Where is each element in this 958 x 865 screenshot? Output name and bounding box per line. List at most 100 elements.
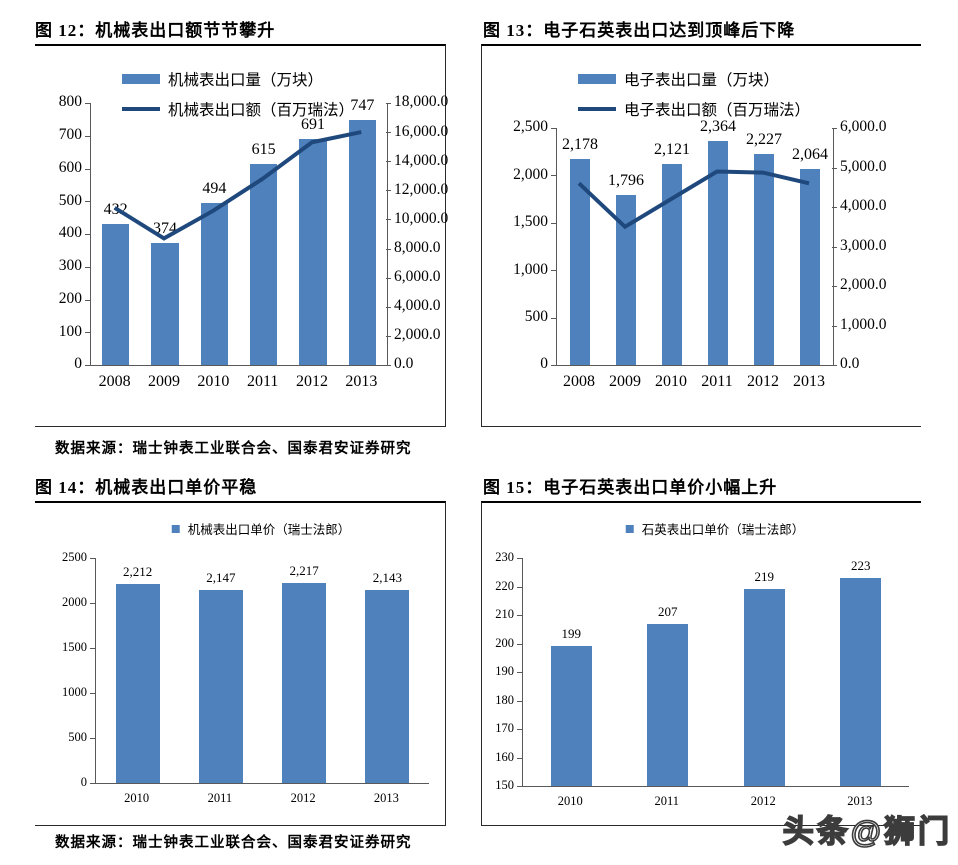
left-axis-tick <box>517 586 522 588</box>
line-series <box>577 169 810 230</box>
plot-area: 199 207 219 223 <box>522 558 909 787</box>
bar-value-label: 2,147 <box>206 569 236 585</box>
right-axis-tick <box>832 286 837 287</box>
left-axis-tick-label: 170 <box>495 721 514 736</box>
chart-legend: 机械表出口量（万块） 机械表出口额（百万瑞法） <box>121 68 355 120</box>
left-axis-tick <box>85 201 90 203</box>
legend-label: 机械表出口额（百万瑞法） <box>167 102 355 119</box>
legend-bar-swatch-icon <box>625 524 634 533</box>
right-axis-tick <box>832 128 837 129</box>
bar <box>550 646 592 786</box>
bar-value-label: 207 <box>658 603 678 619</box>
legend-line-swatch-icon <box>577 107 616 111</box>
x-axis-label: 2013 <box>793 373 825 390</box>
bar <box>151 242 179 365</box>
left-axis-tick-label: 1500 <box>62 640 87 655</box>
bar-value-label: 2,143 <box>372 570 402 586</box>
bar-value-label: 747 <box>350 97 375 115</box>
left-axis-tick <box>551 128 556 129</box>
legend-label: 电子表出口量（万块） <box>623 72 780 89</box>
legend-item: 石英表出口单价（瑞士法郎） <box>625 519 804 538</box>
left-axis-tick-label: 0 <box>540 355 548 373</box>
bar-value-label: 2,364 <box>700 117 736 135</box>
right-axis-tick <box>832 246 837 248</box>
left-axis-tick-label: 190 <box>495 664 514 679</box>
bar <box>840 577 881 786</box>
left-axis-tick <box>551 365 556 366</box>
left-axis-tick-label: 200 <box>58 289 82 307</box>
left-axis-tick <box>85 266 90 268</box>
left-axis-tick <box>551 222 556 224</box>
bar-value-label: 615 <box>251 140 276 158</box>
left-axis-tick-label: 160 <box>495 749 514 764</box>
x-axis-label: 2008 <box>98 373 131 390</box>
x-axis-label: 2009 <box>148 373 180 390</box>
figure-15-chart: 石英表出口单价（瑞士法郎） 199 207 219 223 230 220 210 200 190… <box>481 501 921 826</box>
bar <box>799 169 821 365</box>
left-axis-tick-label: 0 <box>74 355 82 373</box>
left-axis-tick <box>90 693 95 694</box>
bar-value-label: 223 <box>851 557 871 573</box>
left-axis-tick <box>517 700 522 702</box>
left-axis-tick-label: 230 <box>495 550 514 565</box>
right-axis-tick-label: 0.0 <box>840 355 860 373</box>
figure-13-title: 图 13：电子石英表出口达到顶峰后下降 <box>483 21 796 40</box>
left-axis-tick-label: 220 <box>495 578 514 593</box>
x-axis-label: 2012 <box>296 373 328 390</box>
bar <box>200 203 228 365</box>
plot-area: 432 374 494 615 691 747 <box>90 98 388 366</box>
bar <box>615 194 637 365</box>
left-axis-tick-label: 300 <box>58 257 82 275</box>
bar-value-label: 2,064 <box>792 146 828 164</box>
data-source-note-bottom: 数据来源：瑞士钟表工业联合会、国泰君安证券研究 <box>55 835 412 851</box>
x-axis-label: 2013 <box>373 791 399 805</box>
figure-15-title: 图 15：电子石英表出口单价小幅上升 <box>483 478 778 497</box>
right-axis-tick-label: 5,000.0 <box>840 157 887 175</box>
chart-legend: 石英表出口单价（瑞士法郎） <box>625 519 804 538</box>
legend-label: 机械表出口单价（瑞士法郎） <box>187 523 351 537</box>
left-axis-tick <box>90 603 95 604</box>
left-axis-tick <box>85 103 90 104</box>
right-axis-tick <box>386 306 391 308</box>
x-axis-label: 2010 <box>655 373 687 390</box>
left-axis-tick-label: 1,500 <box>513 213 548 231</box>
legend-bar-swatch-icon <box>121 74 160 84</box>
toutiao-watermark: 头条@狮门 <box>782 813 952 850</box>
x-axis-label: 2008 <box>563 373 595 390</box>
right-axis-tick-label: 3,000.0 <box>840 236 887 254</box>
right-axis-tick-label: 12,000.0 <box>394 180 449 198</box>
right-axis-tick <box>386 248 391 250</box>
right-axis-tick-label: 16,000.0 <box>394 122 449 140</box>
figure-14-title: 图 14：机械表出口单价平稳 <box>35 478 258 497</box>
left-axis-tick-label: 2000 <box>62 595 87 610</box>
right-axis-tick <box>386 219 391 221</box>
x-axis-label: 2012 <box>750 794 776 808</box>
right-axis-tick <box>386 277 391 279</box>
x-axis-label: 2013 <box>847 794 873 808</box>
left-axis-tick-label: 2500 <box>62 550 87 565</box>
bar <box>250 163 278 365</box>
left-axis-tick <box>517 643 522 645</box>
bar-value-label: 199 <box>561 626 582 642</box>
left-axis-tick-label: 500 <box>58 191 82 209</box>
bar-value-label: 374 <box>153 219 177 237</box>
bar <box>647 623 688 786</box>
left-axis-tick <box>85 135 90 137</box>
bar <box>282 583 327 783</box>
left-axis-tick <box>90 738 95 739</box>
chart-legend: 机械表出口单价（瑞士法郎） <box>171 519 351 538</box>
left-axis-tick-label: 180 <box>495 692 514 707</box>
x-axis-label: 2011 <box>654 794 680 808</box>
x-axis-label: 2013 <box>345 373 378 390</box>
legend-label: 机械表出口量（万块） <box>167 72 324 89</box>
right-axis-tick-label: 2,000.0 <box>840 276 887 294</box>
right-axis-tick <box>832 325 837 327</box>
left-axis-tick <box>517 757 522 759</box>
right-axis-tick <box>386 132 391 134</box>
left-axis-tick-label: 1000 <box>62 685 87 700</box>
left-axis-tick <box>90 648 95 649</box>
bar <box>365 590 410 783</box>
bar-value-label: 219 <box>754 569 775 585</box>
left-axis-tick-label: 500 <box>524 308 548 326</box>
